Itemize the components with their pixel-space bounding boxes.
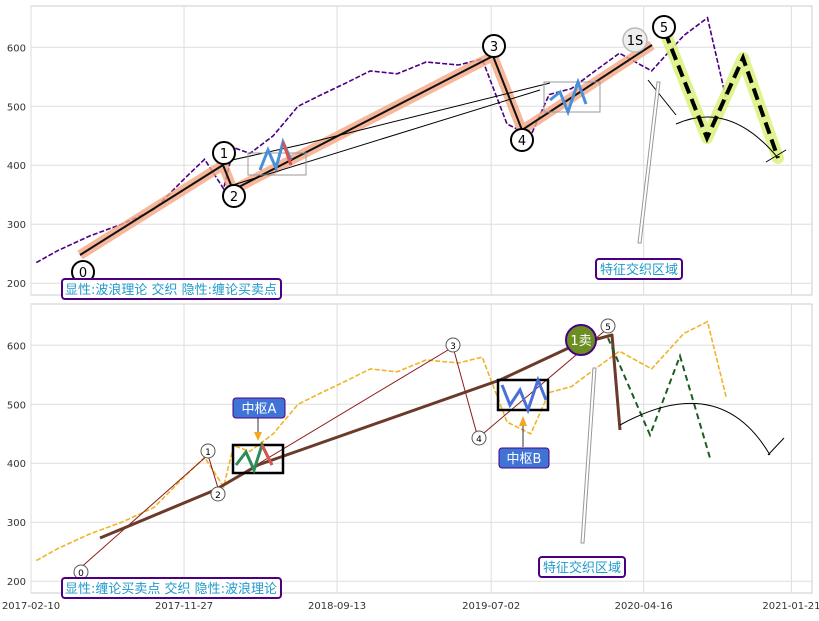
bottom-wave-label-4: 4 xyxy=(471,430,487,446)
bottom-pivot-a-red xyxy=(260,444,274,466)
bottom-zs-b-arrowhead xyxy=(519,416,527,426)
bottom-y-tick-label-4: 600 xyxy=(7,341,26,352)
bottom-y-tick-label-0: 200 xyxy=(7,577,26,588)
svg-text:5: 5 xyxy=(605,323,611,333)
bottom-projection-tick xyxy=(767,437,785,456)
svg-text:4: 4 xyxy=(518,134,526,149)
x-tick-label-3: 2019-07-02 xyxy=(462,601,520,612)
svg-text:1: 1 xyxy=(205,448,211,458)
top-wave-label-1: 1 xyxy=(212,141,236,165)
svg-text:2: 2 xyxy=(215,491,221,501)
svg-text:1S: 1S xyxy=(627,34,644,49)
top-region-pointer xyxy=(637,81,661,244)
top-trend-upper xyxy=(222,82,551,163)
bottom-wave-label-1: 1 xyxy=(200,443,216,459)
top-wave-label-5: 5 xyxy=(652,15,676,39)
bottom-plot-area xyxy=(30,303,813,594)
bottom-zs-a-arrowhead xyxy=(254,432,262,441)
top-price-line xyxy=(35,16,728,264)
x-tick-label-0: 2017-02-10 xyxy=(2,601,60,612)
svg-text:5: 5 xyxy=(660,21,668,36)
top-y-ticks: 200 300 400 500 600 xyxy=(7,43,26,290)
bottom-mode-box xyxy=(61,577,282,599)
bottom-y-ticks: 200 300 400 500 600 xyxy=(7,341,26,588)
bottom-wave-thin xyxy=(77,327,609,571)
top-pivot-box-b xyxy=(543,81,601,113)
top-projection-line xyxy=(663,31,780,159)
x-tick-label-2: 2018-09-13 xyxy=(308,601,366,612)
bottom-pivot-b xyxy=(496,378,550,412)
bottom-zs-a-box xyxy=(232,397,286,419)
top-region-box xyxy=(595,258,683,280)
bottom-sell-label: 1卖 xyxy=(570,334,591,349)
top-wave-label-2: 2 xyxy=(222,184,246,208)
top-plot-area xyxy=(30,5,813,296)
x-ticks: 2017-02-10 2017-11-27 2018-09-13 2019-07-02… xyxy=(2,601,819,612)
top-pivot-box-a xyxy=(247,152,307,176)
bottom-y-tick-label-3: 500 xyxy=(7,400,26,411)
top-wave-label-4: 4 xyxy=(510,128,534,152)
top-mode-box xyxy=(61,278,282,300)
bottom-projection-arc xyxy=(619,403,771,456)
top-wave-label-3: 3 xyxy=(482,34,506,58)
top-y-tick-label-0: 200 xyxy=(7,279,26,290)
top-panel: 200 300 400 500 600 0 1 xyxy=(7,5,813,300)
bottom-projection-line xyxy=(607,337,711,459)
top-wave-line xyxy=(79,44,653,256)
top-projection-tick xyxy=(765,149,787,163)
bottom-region-pointer xyxy=(580,367,597,544)
bottom-zs-b-label: 中枢B xyxy=(507,452,542,467)
bottom-region-label: 特征交织区域 xyxy=(543,560,621,576)
bottom-y-tick-label-1: 300 xyxy=(7,518,26,529)
bottom-wave-label-5: 5 xyxy=(600,318,616,334)
top-wave-label-1s: 1S xyxy=(622,27,648,53)
bottom-zs-b-box xyxy=(498,447,550,469)
bottom-price-line xyxy=(35,320,728,562)
bottom-wave-label-3: 3 xyxy=(445,337,461,353)
bottom-region-box xyxy=(538,556,626,578)
top-pivot-a-red xyxy=(281,141,293,166)
bottom-wave-label-0: 0 xyxy=(73,564,89,580)
bottom-sell-marker xyxy=(565,324,597,356)
top-projection-arc xyxy=(675,116,779,159)
x-tick-label-1: 2017-11-27 xyxy=(155,601,213,612)
x-tick-label-5: 2021-01-21 xyxy=(762,601,819,612)
top-pivot-b-stroke xyxy=(549,77,588,117)
top-y-tick-label-1: 300 xyxy=(7,220,26,231)
bottom-wave-label-2: 2 xyxy=(210,486,226,502)
svg-text:4: 4 xyxy=(476,435,482,445)
svg-text:0: 0 xyxy=(79,266,87,281)
bottom-y-tick-label-2: 400 xyxy=(7,459,26,470)
svg-text:0: 0 xyxy=(78,569,84,579)
top-y-tick-label-2: 400 xyxy=(7,161,26,172)
svg-text:2: 2 xyxy=(230,190,238,205)
bottom-panel: 200 300 400 500 600 2017-02-10 2017-11-27 2018… xyxy=(2,303,819,612)
bottom-mode-label: 显性:缠论买卖点 交织 隐性:波浪理论 xyxy=(65,581,277,597)
top-y-tick-label-4: 600 xyxy=(7,43,26,54)
top-drop-line xyxy=(647,79,677,116)
top-trend-lower xyxy=(232,89,541,186)
x-tick-label-4: 2020-04-16 xyxy=(615,601,673,612)
bottom-pivot-b-blue xyxy=(500,375,548,415)
bottom-zs-a-label: 中枢A xyxy=(242,402,277,417)
top-region-label: 特征交织区域 xyxy=(600,262,678,278)
svg-text:3: 3 xyxy=(450,342,456,352)
bottom-pivot-a xyxy=(231,443,285,475)
top-mode-label: 显性:波浪理论 交织 隐性:缠论买卖点 xyxy=(65,282,277,298)
svg-text:1: 1 xyxy=(220,147,228,162)
top-y-tick-label-3: 500 xyxy=(7,102,26,113)
svg-text:3: 3 xyxy=(490,40,498,55)
